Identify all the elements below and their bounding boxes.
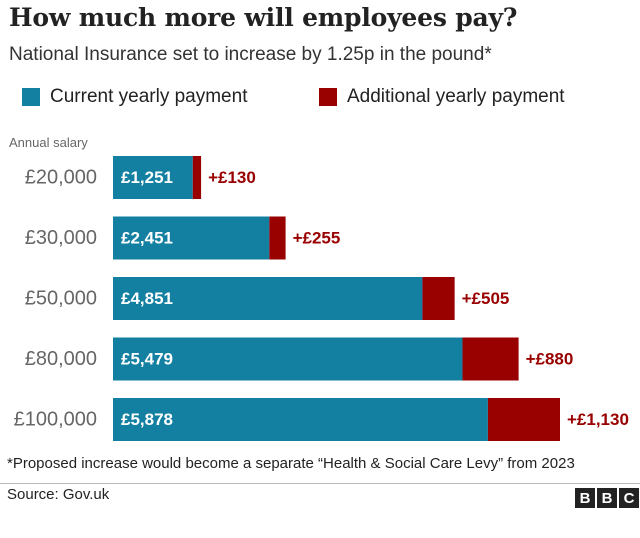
bar-current-value-label: £1,251 (121, 168, 173, 187)
bbc-logo-letter: B (597, 488, 617, 508)
bar-additional (192, 156, 202, 199)
bar-current-value-label: £5,479 (121, 350, 173, 369)
footer-divider (0, 483, 640, 484)
category-label: £30,000 (25, 227, 97, 249)
chart-title: How much more will employees pay? (9, 3, 518, 32)
category-label: £100,000 (14, 409, 97, 431)
bar-additional-value-label: +£1,130 (567, 410, 629, 429)
category-label: £20,000 (25, 167, 97, 189)
bar-additional-value-label: +£255 (293, 229, 341, 248)
legend-label-additional: Additional yearly payment (347, 86, 565, 107)
bar-current (113, 277, 423, 320)
bar-current (113, 156, 193, 199)
legend-swatch-additional (319, 88, 337, 106)
category-label: £50,000 (25, 288, 97, 310)
footnote: *Proposed increase would become a separa… (7, 455, 575, 472)
bar-additional-value-label: +£880 (526, 350, 574, 369)
bar-current-value-label: £4,851 (121, 289, 173, 308)
legend-swatch-current (22, 88, 40, 106)
bbc-logo-letter: B (575, 488, 595, 508)
legend-item-current: Current yearly payment (22, 86, 247, 108)
bar-current-value-label: £2,451 (121, 229, 173, 248)
bar-current (113, 337, 463, 381)
bar-additional (269, 216, 286, 260)
category-label: £80,000 (25, 348, 97, 370)
bar-current (113, 398, 488, 441)
bar-additional-value-label: +£130 (208, 168, 256, 187)
axis-title: Annual salary (9, 135, 88, 150)
bar-additional-value-label: +£505 (462, 289, 510, 308)
bar-additional (462, 337, 519, 381)
bar-additional (422, 277, 455, 320)
bbc-logo: B B C (575, 488, 639, 508)
bar-additional (487, 398, 560, 441)
bar-current (113, 216, 270, 260)
bbc-logo-letter: C (619, 488, 639, 508)
stacked-bar-chart: Annual salary £20,000 £1,251 +£130 £30,000 £2… (9, 135, 629, 441)
legend-item-additional: Additional yearly payment (319, 86, 565, 108)
legend-label-current: Current yearly payment (50, 86, 248, 107)
bar-current-value-label: £5,878 (121, 410, 173, 429)
chart-subtitle: National Insurance set to increase by 1.… (9, 44, 492, 65)
source-note: Source: Gov.uk (7, 486, 110, 503)
